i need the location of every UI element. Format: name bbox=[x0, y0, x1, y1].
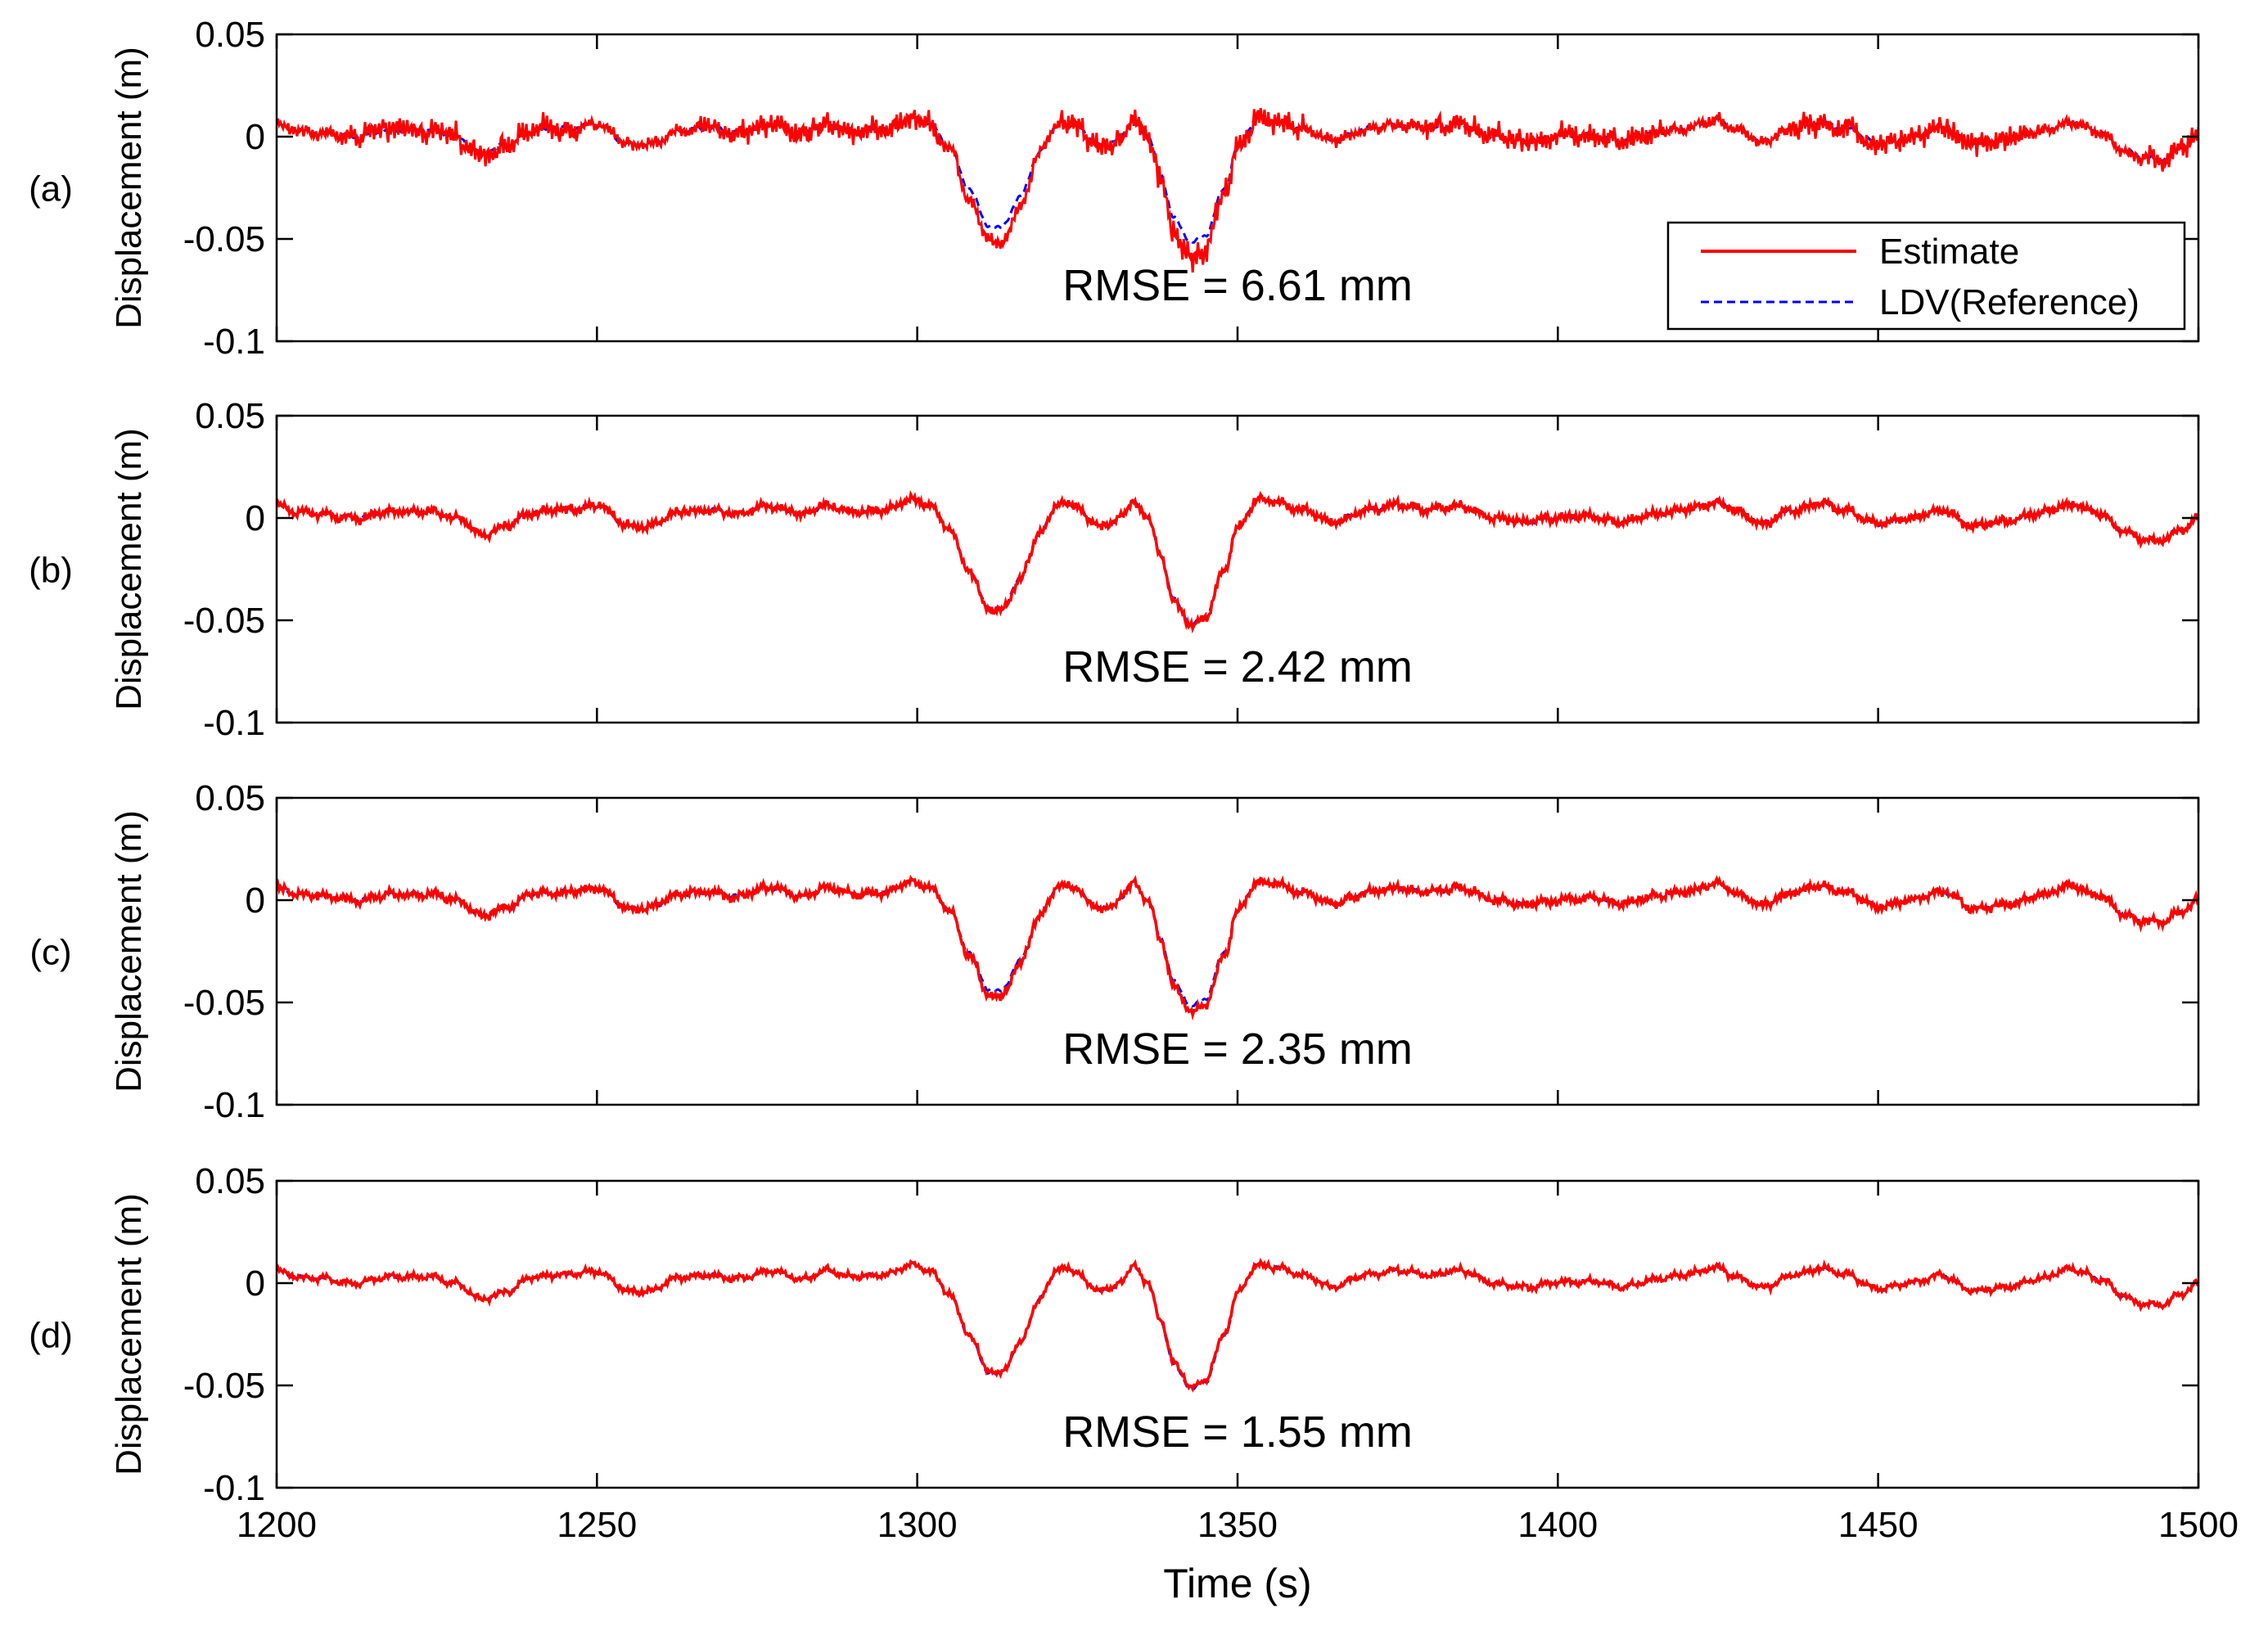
x-tick-label: 1450 bbox=[1838, 1505, 1919, 1545]
y-tick-label: -0.1 bbox=[203, 1468, 265, 1508]
y-tick-label: 0.05 bbox=[195, 778, 265, 818]
x-tick-label: 1500 bbox=[2158, 1505, 2239, 1545]
y-tick-label: -0.05 bbox=[183, 983, 265, 1023]
y-tick-label: 0 bbox=[246, 881, 265, 921]
y-tick-label: 0.05 bbox=[195, 1161, 265, 1201]
x-tick-label: 1400 bbox=[1517, 1505, 1598, 1545]
legend-reference-label: LDV(Reference) bbox=[1879, 282, 2139, 322]
legend-box bbox=[1666, 221, 2186, 331]
panel-label: (c) bbox=[29, 933, 71, 973]
panel-label: (d) bbox=[29, 1316, 73, 1356]
y-axis-label: Displacement (m) bbox=[109, 810, 149, 1092]
y-tick-label: 0 bbox=[246, 498, 265, 538]
y-tick-label: -0.1 bbox=[203, 1085, 265, 1125]
y-tick-label: -0.1 bbox=[203, 322, 265, 362]
x-tick-label: 1300 bbox=[877, 1505, 958, 1545]
x-tick-label: 1350 bbox=[1197, 1505, 1278, 1545]
y-tick-label: -0.1 bbox=[203, 703, 265, 743]
panel-label: (b) bbox=[29, 551, 73, 591]
y-tick-label: 0 bbox=[246, 117, 265, 157]
estimate-series-line bbox=[277, 489, 2198, 634]
rmse-annotation: RMSE = 2.42 mm bbox=[1062, 642, 1413, 691]
estimate-series-line bbox=[277, 107, 2198, 273]
x-tick-label: 1200 bbox=[237, 1505, 317, 1545]
y-tick-label: -0.05 bbox=[183, 1366, 265, 1406]
y-axis-label: Displacement (m) bbox=[109, 47, 149, 329]
x-axis-label: Time (s) bbox=[1163, 1561, 1311, 1606]
y-tick-label: 0.05 bbox=[195, 15, 265, 55]
y-tick-label: 0 bbox=[246, 1263, 265, 1304]
rmse-annotation: RMSE = 2.35 mm bbox=[1062, 1025, 1413, 1074]
x-tick-label: 1250 bbox=[557, 1505, 637, 1545]
y-tick-label: -0.05 bbox=[183, 219, 265, 259]
rmse-annotation: RMSE = 1.55 mm bbox=[1062, 1408, 1413, 1457]
legend-estimate-label: Estimate bbox=[1879, 232, 2019, 272]
y-axis-label: Displacement (m) bbox=[109, 1193, 149, 1475]
panel-label: (a) bbox=[29, 169, 73, 209]
y-axis-label: Displacement (m) bbox=[109, 428, 149, 710]
estimate-series-line bbox=[277, 1257, 2198, 1393]
y-tick-label: 0.05 bbox=[195, 396, 265, 436]
estimate-series-line bbox=[277, 874, 2198, 1021]
rmse-annotation: RMSE = 6.61 mm bbox=[1062, 261, 1413, 310]
y-tick-label: -0.05 bbox=[183, 601, 265, 641]
